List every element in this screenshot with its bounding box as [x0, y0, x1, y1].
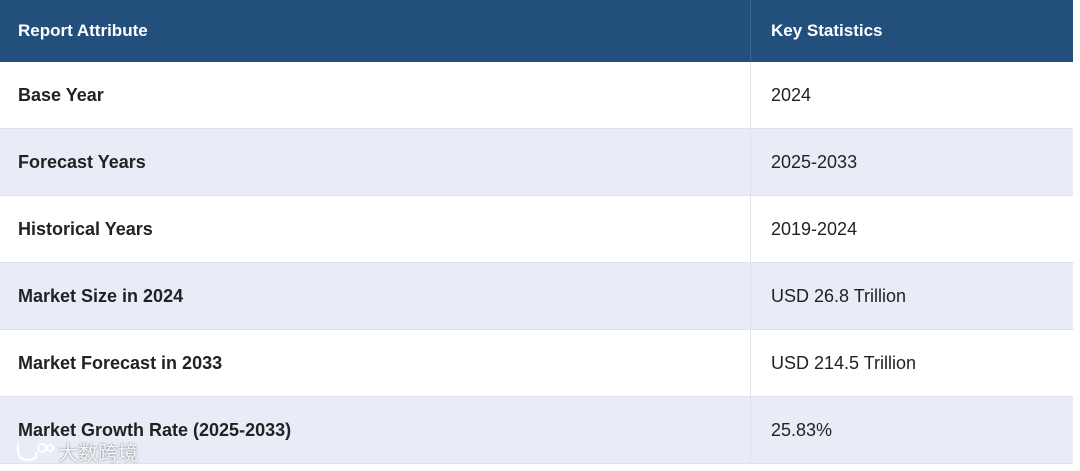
table-cell: 2019-2024 [750, 196, 1073, 262]
watermark: 大数跨境 [14, 437, 138, 466]
table-row: Market Size in 2024 USD 26.8 Trillion [0, 263, 1073, 330]
table-cell: Forecast Years [18, 151, 146, 172]
table-row: Forecast Years 2025-2033 [0, 129, 1073, 196]
watermark-text: 大数跨境 [58, 443, 138, 465]
table-row: Base Year 2024 [0, 62, 1073, 129]
table-row: Market Growth Rate (2025-2033) 25.83% [0, 397, 1073, 464]
table-cell: Market Size in 2024 [18, 285, 184, 306]
table-cell: Market Forecast in 2033 [18, 352, 223, 373]
header-cell: Report Attribute [18, 21, 148, 40]
table-cell: USD 26.8 Trillion [750, 263, 1073, 329]
table-header: Report Attribute Key Statistics [0, 0, 1073, 62]
table-row: Market Forecast in 2033 USD 214.5 Trillio… [0, 330, 1073, 397]
table-cell: 2025-2033 [750, 129, 1073, 195]
table-cell: 2024 [750, 62, 1073, 128]
table-cell: Base Year [18, 84, 104, 105]
header-cell: Key Statistics [750, 0, 1073, 62]
table-cell: Historical Years [18, 218, 153, 239]
table-cell: Market Growth Rate (2025-2033) [18, 419, 292, 440]
table-row: Historical Years 2019-2024 [0, 196, 1073, 263]
watermark-icon [16, 442, 54, 461]
table-cell: USD 214.5 Trillion [750, 330, 1073, 396]
table-cell: 25.83% [750, 397, 1073, 463]
